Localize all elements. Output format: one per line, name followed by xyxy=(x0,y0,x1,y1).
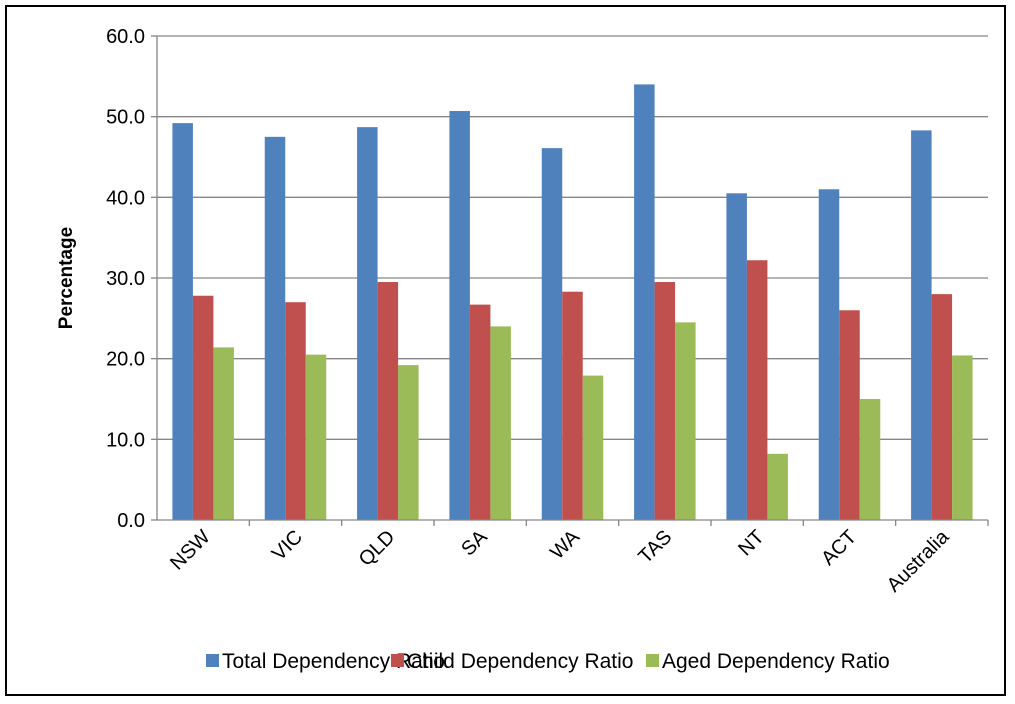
legend-label: Child Dependency Ratio xyxy=(407,650,633,673)
bar-act-2 xyxy=(859,399,881,520)
legend-swatch xyxy=(646,654,659,667)
bar-act-1 xyxy=(839,310,860,520)
bar-qld-1 xyxy=(377,282,399,520)
x-tick-labels: NSW VIC QLD SA WA TAS NT ACT Australia xyxy=(166,525,954,596)
bar-wa-2 xyxy=(582,375,604,520)
legend-label: Aged Dependency Ratio xyxy=(662,650,890,673)
bar-qld-2 xyxy=(398,365,419,520)
legend-swatch xyxy=(206,654,219,667)
bar-tas-1 xyxy=(654,282,676,520)
bar-nt-0 xyxy=(726,193,747,521)
bar-australia-1 xyxy=(931,294,953,520)
bar-nsw-1 xyxy=(192,295,214,520)
bar-australia-2 xyxy=(952,355,973,520)
y-tick-labels: 0.0 10.0 20.0 30.0 40.0 50.0 60.0 xyxy=(106,26,145,532)
bar-sa-2 xyxy=(490,326,511,520)
x-tick-label: VIC xyxy=(268,526,307,565)
bar-wa-1 xyxy=(562,291,583,520)
bar-vic-2 xyxy=(305,354,327,520)
x-tick-label: NSW xyxy=(166,526,215,575)
x-tick-label: SA xyxy=(457,526,492,561)
bar-vic-1 xyxy=(285,302,306,520)
bar-nt-1 xyxy=(746,260,768,520)
y-tick-label: 40.0 xyxy=(106,187,145,209)
x-tick-label: QLD xyxy=(355,526,400,571)
bar-qld-0 xyxy=(357,127,378,521)
y-axis-title: Percentage xyxy=(56,227,77,329)
y-tick-label: 30.0 xyxy=(106,268,145,290)
x-tick-label: ACT xyxy=(817,526,861,570)
bar-tas-2 xyxy=(675,322,696,520)
bar-nsw-2 xyxy=(213,347,234,520)
y-tick-label: 60.0 xyxy=(106,26,145,48)
bar-tas-0 xyxy=(634,84,655,521)
x-tick-label: NT xyxy=(734,526,768,560)
legend-label: Total Dependency Ratio xyxy=(222,650,445,673)
x-tick-label: Australia xyxy=(883,525,954,596)
bar-nsw-0 xyxy=(172,123,193,521)
bar-vic-0 xyxy=(264,136,286,521)
bar-act-0 xyxy=(818,189,840,520)
y-tick-label: 0.0 xyxy=(117,510,145,532)
bar-wa-0 xyxy=(541,148,563,521)
axes xyxy=(151,35,989,526)
bar-nt-2 xyxy=(767,453,788,520)
bars xyxy=(172,84,973,521)
bar-australia-0 xyxy=(911,130,932,520)
x-tick-label: WA xyxy=(546,526,584,564)
y-tick-label: 50.0 xyxy=(106,107,145,129)
y-tick-label: 20.0 xyxy=(106,349,145,371)
y-tick-label: 10.0 xyxy=(106,429,145,451)
x-tick-label: TAS xyxy=(634,526,676,568)
legend-swatch xyxy=(391,654,404,667)
bar-sa-1 xyxy=(469,304,491,520)
bar-sa-0 xyxy=(449,111,470,521)
